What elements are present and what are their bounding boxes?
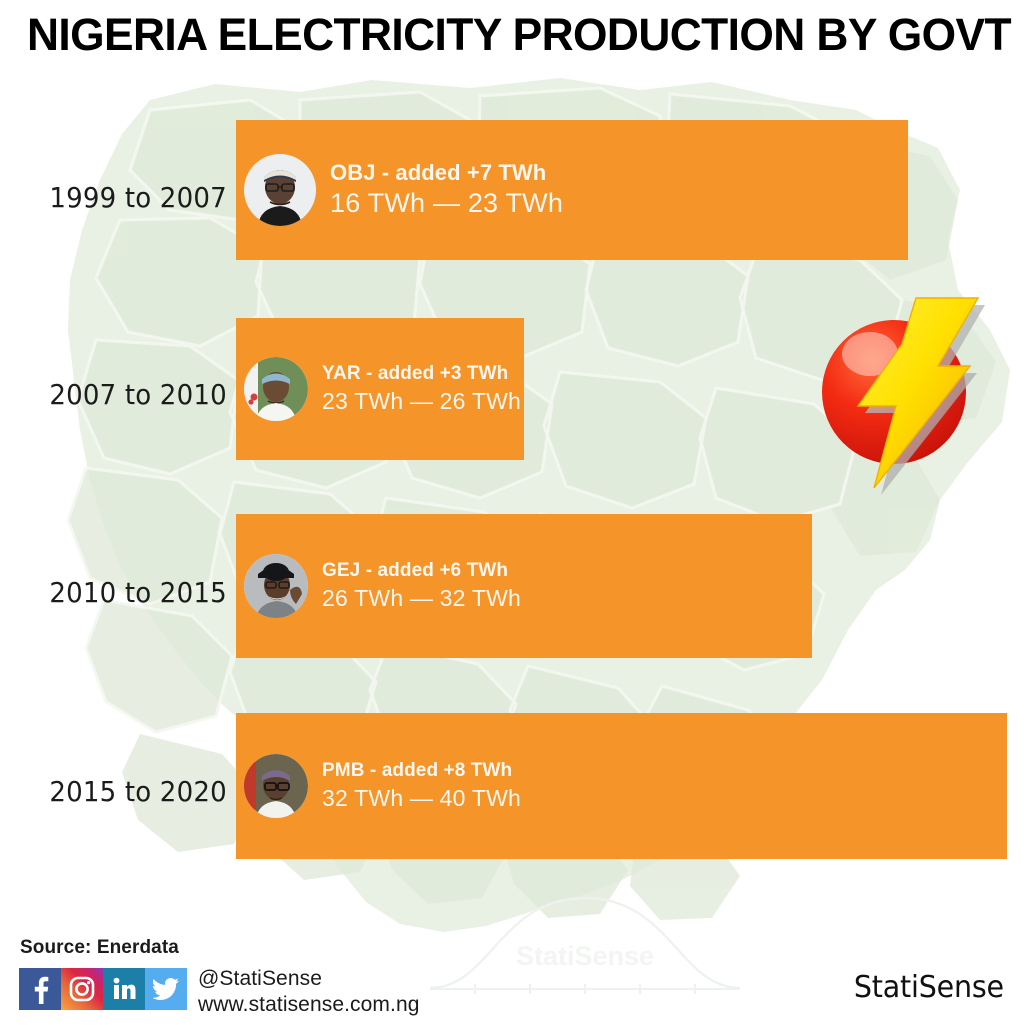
chart-row-1: 1999 to 2007: [0, 118, 1024, 263]
twitter-icon[interactable]: [145, 968, 187, 1010]
range-label-1: 16 TWh — 23 TWh: [330, 188, 564, 219]
avatar-obj: [244, 154, 316, 226]
facebook-icon[interactable]: [19, 968, 61, 1010]
source-label: Source: Enerdata: [20, 937, 179, 958]
period-label-4: 2015 to 2020: [49, 775, 227, 808]
page-title: NIGERIA ELECTRICITY PRODUCTION BY GOVT: [27, 9, 1012, 60]
facebook-glyph: [34, 976, 49, 1004]
period-label-3: 2010 to 2015: [49, 576, 227, 609]
period-label-2: 2007 to 2010: [49, 378, 227, 411]
lightning-bolt-logo: [812, 282, 992, 497]
range-label-2: 23 TWh — 26 TWh: [322, 387, 521, 414]
yar-portrait-icon: [244, 357, 308, 421]
range-label-4: 32 TWh — 40 TWh: [322, 784, 521, 811]
period-label-1: 1999 to 2007: [49, 181, 227, 214]
leader-label-3: GEJ - added +6 TWh: [322, 560, 509, 582]
instagram-glyph: [69, 976, 95, 1002]
chart-row-2: 2007 to 2010 YAR - added +3 TWh 23 TWh —…: [0, 316, 1024, 461]
handle-block: @StatiSense www.statisense.com.ng: [198, 966, 420, 1017]
instagram-icon[interactable]: [61, 968, 103, 1010]
chart-row-4: 2015 to 2020 PMB - added +8 TWh 32 TWh: [0, 711, 1024, 861]
brand-logo: StatiSense: [854, 970, 1004, 1005]
avatar-pmb: [244, 754, 308, 818]
pmb-portrait-icon: [244, 754, 308, 818]
social-links: [19, 968, 187, 1010]
social-handle[interactable]: @StatiSense: [198, 967, 322, 990]
leader-label-1: OBJ - added +7 TWh: [330, 160, 547, 186]
watermark-text: StatiSense: [516, 941, 654, 971]
bar-1[interactable]: OBJ - added +7 TWh 16 TWh — 23 TWh: [236, 120, 908, 260]
avatar-yar: [244, 357, 308, 421]
twitter-glyph: [153, 978, 179, 1000]
bar-4[interactable]: PMB - added +8 TWh 32 TWh — 40 TWh: [236, 713, 1007, 859]
chart-row-3: 2010 to 2015 GEJ - added +6 TWh 26 TWh: [0, 512, 1024, 660]
linkedin-glyph: [113, 977, 136, 999]
lightning-bolt-icon: [822, 297, 985, 495]
obj-portrait-icon: [244, 154, 316, 226]
website-url[interactable]: www.statisense.com.ng: [198, 992, 420, 1016]
leader-label-2: YAR - added +3 TWh: [322, 363, 509, 385]
gej-portrait-icon: [244, 554, 308, 618]
bell-curve-watermark-icon: StatiSense: [429, 896, 741, 994]
bar-2[interactable]: YAR - added +3 TWh 23 TWh — 26 TWh: [236, 318, 524, 460]
linkedin-icon[interactable]: [103, 968, 145, 1010]
leader-label-4: PMB - added +8 TWh: [322, 760, 513, 782]
range-label-3: 26 TWh — 32 TWh: [322, 584, 521, 611]
avatar-gej: [244, 554, 308, 618]
bar-3[interactable]: GEJ - added +6 TWh 26 TWh — 32 TWh: [236, 514, 812, 658]
statisense-watermark: StatiSense: [420, 870, 750, 1020]
